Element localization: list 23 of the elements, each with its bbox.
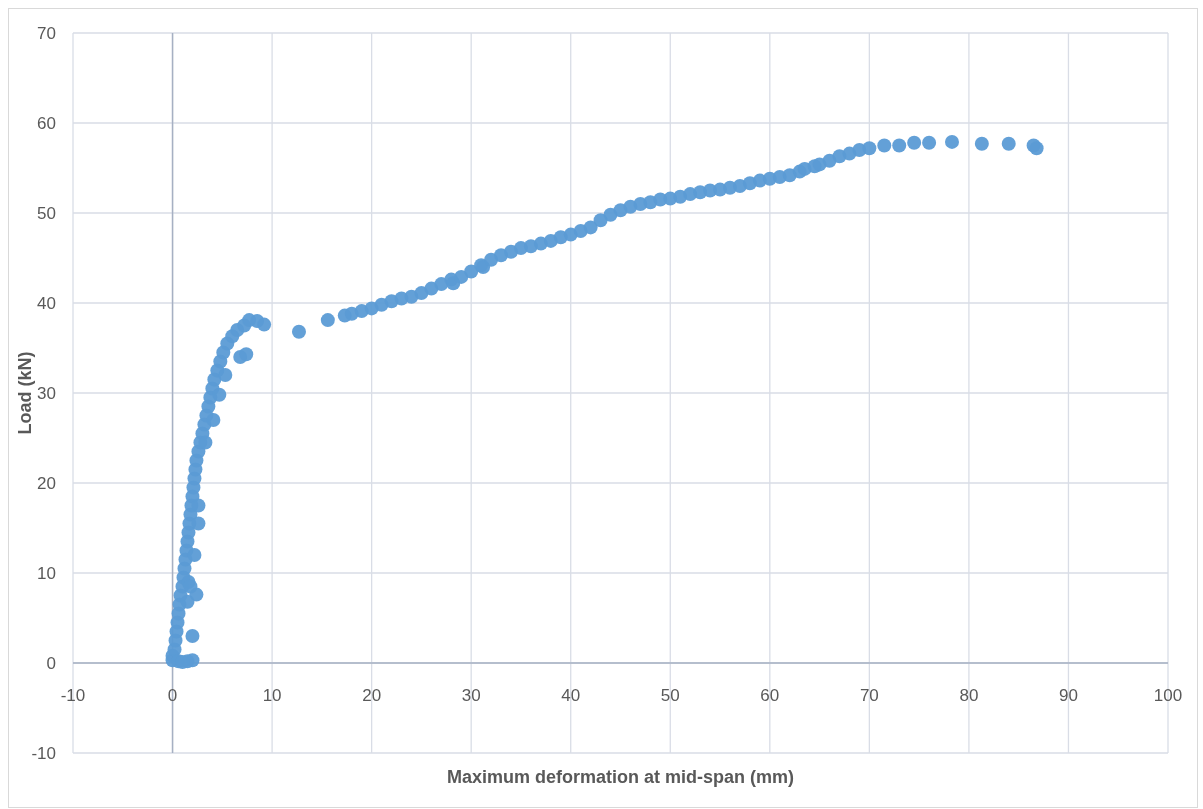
x-tick-label: 50 <box>660 686 680 705</box>
x-tick-label: 60 <box>760 686 780 705</box>
y-tick-label: 50 <box>37 204 56 223</box>
x-tick-label: 20 <box>362 686 382 705</box>
x-tick-label: 80 <box>959 686 979 705</box>
x-tick-label: -10 <box>60 686 86 705</box>
y-tick-label: -10 <box>31 744 56 763</box>
y-tick-label: 10 <box>37 564 56 583</box>
y-tick-label: 70 <box>37 24 56 43</box>
y-tick-label: 20 <box>37 474 56 493</box>
y-tick-label: 0 <box>46 654 56 673</box>
x-tick-label: 40 <box>561 686 581 705</box>
y-axis-title: Load (kN) <box>15 351 35 435</box>
x-tick-label: 30 <box>461 686 481 705</box>
y-tick-label: 30 <box>37 384 56 403</box>
y-tick-label: 40 <box>37 294 56 313</box>
y-tick-label: 60 <box>37 114 56 133</box>
x-tick-label: 100 <box>1153 686 1183 705</box>
x-tick-label: 90 <box>1058 686 1078 705</box>
x-tick-label: 0 <box>167 686 178 705</box>
x-tick-label: 10 <box>262 686 282 705</box>
x-tick-label: 70 <box>859 686 879 705</box>
x-axis-title: Maximum deformation at mid-span (mm) <box>446 767 795 787</box>
